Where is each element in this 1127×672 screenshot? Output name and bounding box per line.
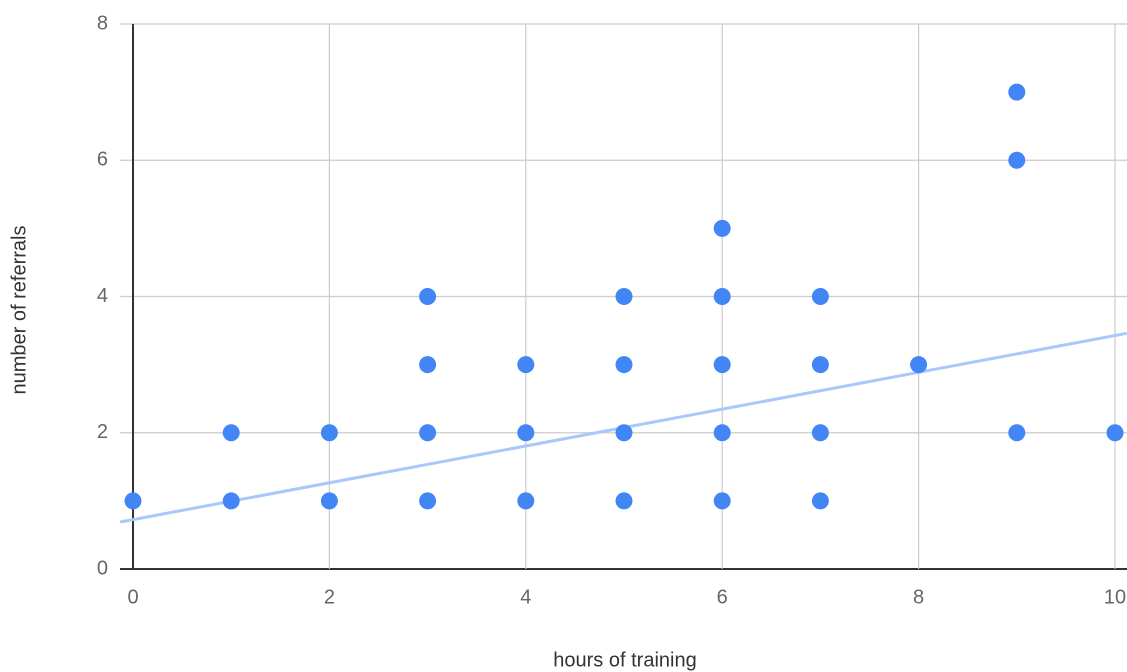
x-tick-label: 2 — [324, 586, 335, 608]
point — [713, 424, 731, 442]
point — [910, 356, 928, 374]
point — [419, 424, 437, 442]
point — [811, 424, 829, 442]
point — [419, 356, 437, 374]
point — [517, 424, 535, 442]
point — [419, 492, 437, 510]
point — [615, 424, 633, 442]
point — [517, 492, 535, 510]
point — [1106, 424, 1124, 442]
point — [615, 492, 633, 510]
point — [713, 492, 731, 510]
y-tick-label: 0 — [97, 557, 108, 579]
point — [517, 356, 535, 374]
point — [811, 288, 829, 305]
point — [222, 424, 240, 442]
point — [615, 356, 633, 374]
y-tick-label: 8 — [97, 12, 108, 34]
point — [1008, 151, 1026, 169]
point — [222, 492, 240, 510]
point — [1008, 83, 1026, 101]
y-axis-title: number of referrals — [8, 226, 30, 395]
point — [713, 219, 731, 237]
point — [713, 288, 731, 305]
point — [713, 356, 731, 374]
x-tick-label: 0 — [127, 586, 138, 608]
point — [124, 492, 142, 510]
y-tick-label: 2 — [97, 421, 108, 443]
point — [1008, 424, 1026, 442]
point — [811, 356, 829, 374]
y-tick-label: 6 — [97, 149, 108, 171]
x-tick-label: 4 — [520, 586, 531, 608]
x-tick-label: 10 — [1104, 586, 1126, 608]
y-tick-label: 4 — [97, 285, 108, 307]
point — [615, 288, 633, 305]
point — [419, 288, 437, 305]
x-axis-title: hours of training — [553, 649, 696, 671]
point — [320, 424, 338, 442]
point — [320, 492, 338, 510]
x-tick-label: 8 — [913, 586, 924, 608]
point — [811, 492, 829, 510]
x-tick-label: 6 — [717, 586, 728, 608]
